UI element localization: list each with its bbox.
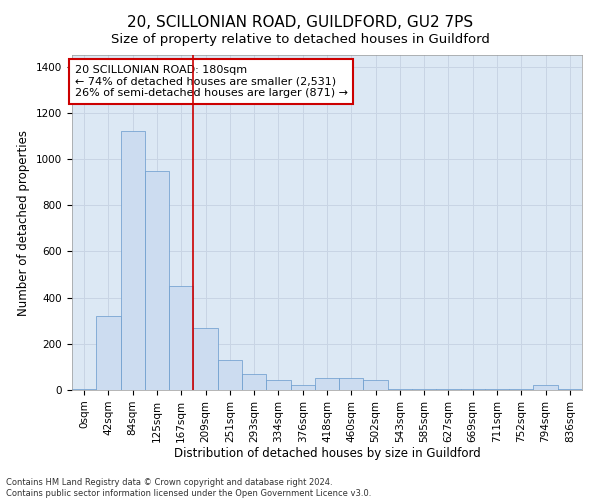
Bar xyxy=(169,286,193,390)
Bar xyxy=(558,389,582,390)
Text: Contains HM Land Registry data © Crown copyright and database right 2024.
Contai: Contains HM Land Registry data © Crown c… xyxy=(6,478,371,498)
Bar xyxy=(315,378,339,390)
Bar xyxy=(533,386,558,390)
Text: 20, SCILLONIAN ROAD, GUILDFORD, GU2 7PS: 20, SCILLONIAN ROAD, GUILDFORD, GU2 7PS xyxy=(127,15,473,30)
Bar xyxy=(290,386,315,390)
Bar xyxy=(461,389,485,390)
Bar xyxy=(412,389,436,390)
Bar xyxy=(193,328,218,390)
Bar xyxy=(388,389,412,390)
Bar xyxy=(72,389,96,390)
Bar xyxy=(242,374,266,390)
Y-axis label: Number of detached properties: Number of detached properties xyxy=(17,130,31,316)
Bar xyxy=(96,316,121,390)
X-axis label: Distribution of detached houses by size in Guildford: Distribution of detached houses by size … xyxy=(173,448,481,460)
Bar xyxy=(218,360,242,390)
Bar xyxy=(485,389,509,390)
Bar xyxy=(436,389,461,390)
Bar xyxy=(266,380,290,390)
Bar xyxy=(509,389,533,390)
Bar xyxy=(364,380,388,390)
Bar xyxy=(339,378,364,390)
Bar xyxy=(145,170,169,390)
Bar xyxy=(121,131,145,390)
Text: Size of property relative to detached houses in Guildford: Size of property relative to detached ho… xyxy=(110,32,490,46)
Text: 20 SCILLONIAN ROAD: 180sqm
← 74% of detached houses are smaller (2,531)
26% of s: 20 SCILLONIAN ROAD: 180sqm ← 74% of deta… xyxy=(74,65,347,98)
